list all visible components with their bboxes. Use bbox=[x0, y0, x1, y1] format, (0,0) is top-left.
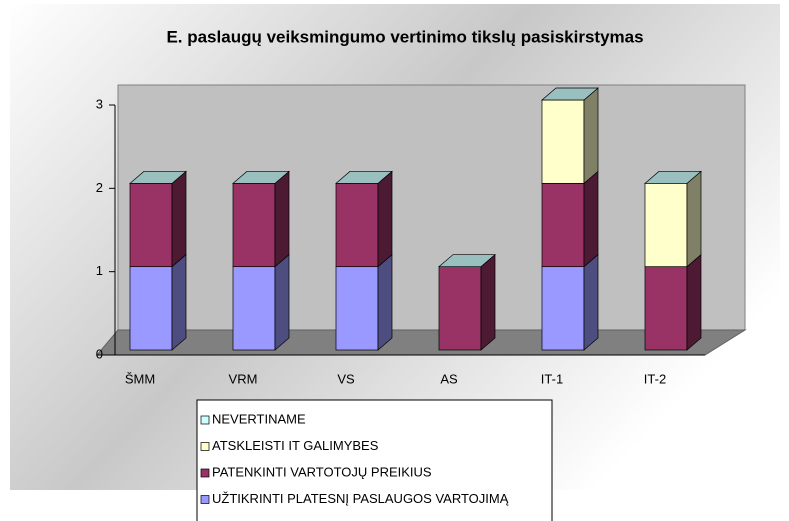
bar-side bbox=[377, 253, 393, 351]
bar-segment bbox=[335, 182, 379, 268]
bar-top bbox=[541, 87, 599, 101]
bar-segment bbox=[232, 266, 276, 351]
bar-side bbox=[274, 253, 290, 351]
bar-segment bbox=[438, 266, 482, 351]
legend-swatch bbox=[200, 495, 210, 504]
bar-segment bbox=[644, 182, 688, 268]
bar-side bbox=[583, 87, 599, 185]
x-tick-label: IT-2 bbox=[644, 371, 666, 386]
y-tick-label: 2 bbox=[96, 180, 103, 195]
x-tick-label: IT-1 bbox=[541, 371, 563, 386]
bar-side bbox=[480, 253, 496, 351]
bar-segment bbox=[232, 182, 276, 268]
bar-segment bbox=[335, 266, 379, 351]
legend-label: UŽTIKRINTI PLATESNĮ PASLAUGOS VARTOJIMĄ bbox=[212, 491, 509, 506]
bar-side bbox=[686, 170, 702, 268]
bar-side bbox=[583, 170, 599, 268]
bar-top bbox=[335, 170, 393, 184]
bar-top bbox=[232, 170, 290, 184]
legend-label: NEVERTINAME bbox=[212, 411, 306, 426]
bar-segment bbox=[541, 182, 585, 268]
bar-segment bbox=[129, 182, 173, 268]
y-tick-label: 3 bbox=[96, 96, 103, 111]
bar-side bbox=[274, 170, 290, 268]
y-tick-label: 1 bbox=[96, 263, 103, 278]
bar-top bbox=[129, 170, 187, 184]
legend-swatch bbox=[200, 442, 210, 451]
x-tick-label: VS bbox=[337, 371, 355, 386]
y-tick-label: 0 bbox=[96, 346, 103, 361]
bar-top bbox=[438, 254, 496, 268]
bar-segment bbox=[644, 266, 688, 351]
bar-side bbox=[171, 170, 187, 268]
x-tick-label: VRM bbox=[229, 371, 258, 386]
bar-segment bbox=[541, 99, 585, 184]
chart-title: E. paslaugų veiksmingumo vertinimo tiksl… bbox=[166, 27, 643, 46]
bar-side bbox=[377, 170, 393, 268]
bar-side bbox=[583, 253, 599, 351]
bar-segment bbox=[129, 266, 173, 351]
bar-segment bbox=[541, 266, 585, 351]
bar-top bbox=[644, 170, 702, 184]
x-tick-label: AS bbox=[440, 371, 458, 386]
legend-swatch bbox=[200, 468, 210, 478]
legend bbox=[196, 399, 553, 521]
bar-side bbox=[686, 253, 702, 351]
bar-side bbox=[171, 253, 187, 351]
legend-swatch bbox=[200, 415, 210, 425]
legend-label: ATSKLEISTI IT GALIMYBES bbox=[212, 438, 379, 453]
x-tick-label: ŠMM bbox=[125, 371, 155, 386]
legend-label: PATENKINTI VARTOTOJŲ PREIKIUS bbox=[212, 464, 432, 479]
